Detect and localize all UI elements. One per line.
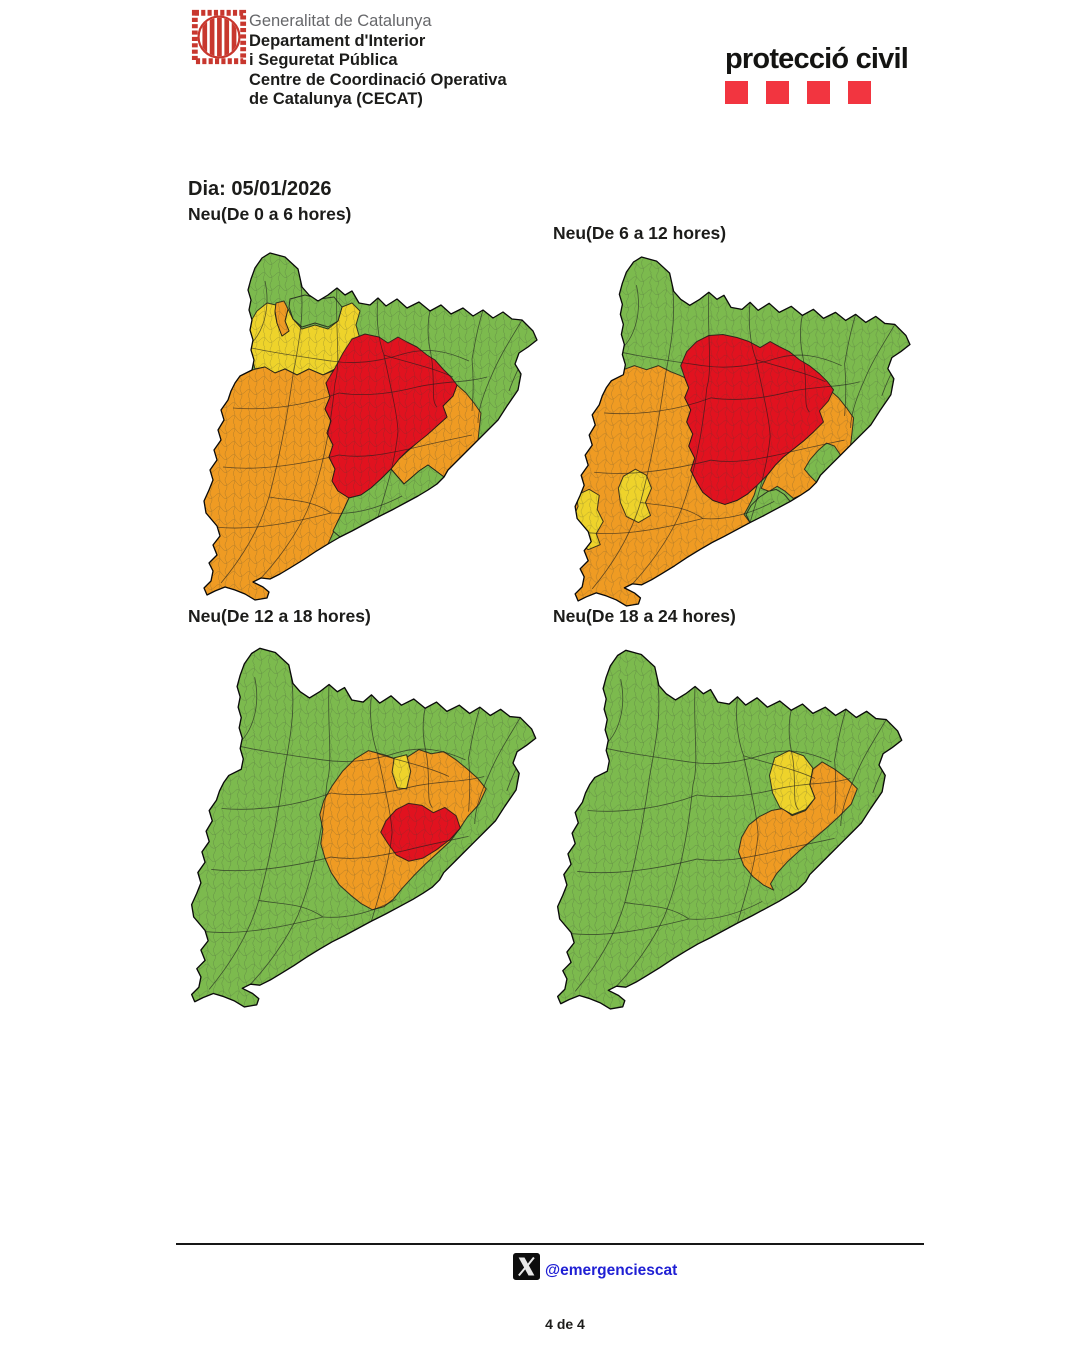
map-title-6-12h: Neu(De 6 a 12 hores) [553, 223, 727, 243]
proteccio-civil-wordmark: protecció civil [725, 43, 909, 75]
municipal-texture [204, 253, 537, 600]
org-line-4: Centre de Coordinació Operativa [249, 70, 507, 89]
catalonia-outline [574, 256, 911, 607]
x-twitter-icon [513, 1253, 540, 1280]
map-title-18-24h: Neu(De 18 a 24 hores) [553, 606, 736, 626]
catalonia-outline [203, 252, 538, 601]
org-line-5: de Catalunya (CECAT) [249, 90, 423, 108]
municipal-texture [557, 650, 902, 1009]
proteccio-civil-logo: protecció civil [725, 43, 909, 104]
snow-warning-map-12-18h [190, 647, 537, 1008]
snow-warning-map-18-24h [556, 649, 903, 1010]
page-number: 4 de 4 [545, 1316, 585, 1332]
brand-square [807, 81, 830, 104]
org-line-2: Departament d'Interior [249, 31, 426, 50]
brand-square [725, 81, 748, 104]
date-label: Dia: 05/01/2026 [188, 178, 332, 200]
generalitat-shield-icon [191, 9, 247, 65]
snow-warning-map-6-12h [574, 256, 911, 607]
twitter-handle-link[interactable]: @emergenciescat [545, 1262, 678, 1279]
footer-divider [176, 1243, 924, 1245]
catalonia-outline [556, 649, 903, 1010]
org-line-1: Generalitat de Catalunya [249, 12, 432, 30]
brand-squares [725, 81, 908, 104]
municipal-texture [575, 257, 910, 606]
brand-square [848, 81, 871, 104]
catalonia-outline [190, 647, 537, 1008]
snow-warning-map-0-6h [203, 252, 538, 601]
org-name-block: Generalitat de Catalunya Departament d'I… [249, 12, 507, 110]
map-title-12-18h: Neu(De 12 a 18 hores) [188, 606, 371, 626]
org-line-3: i Seguretat Pública [249, 51, 398, 69]
municipal-texture [191, 648, 536, 1007]
map-title-0-6h: Neu(De 0 a 6 hores) [188, 204, 352, 224]
brand-square [766, 81, 789, 104]
